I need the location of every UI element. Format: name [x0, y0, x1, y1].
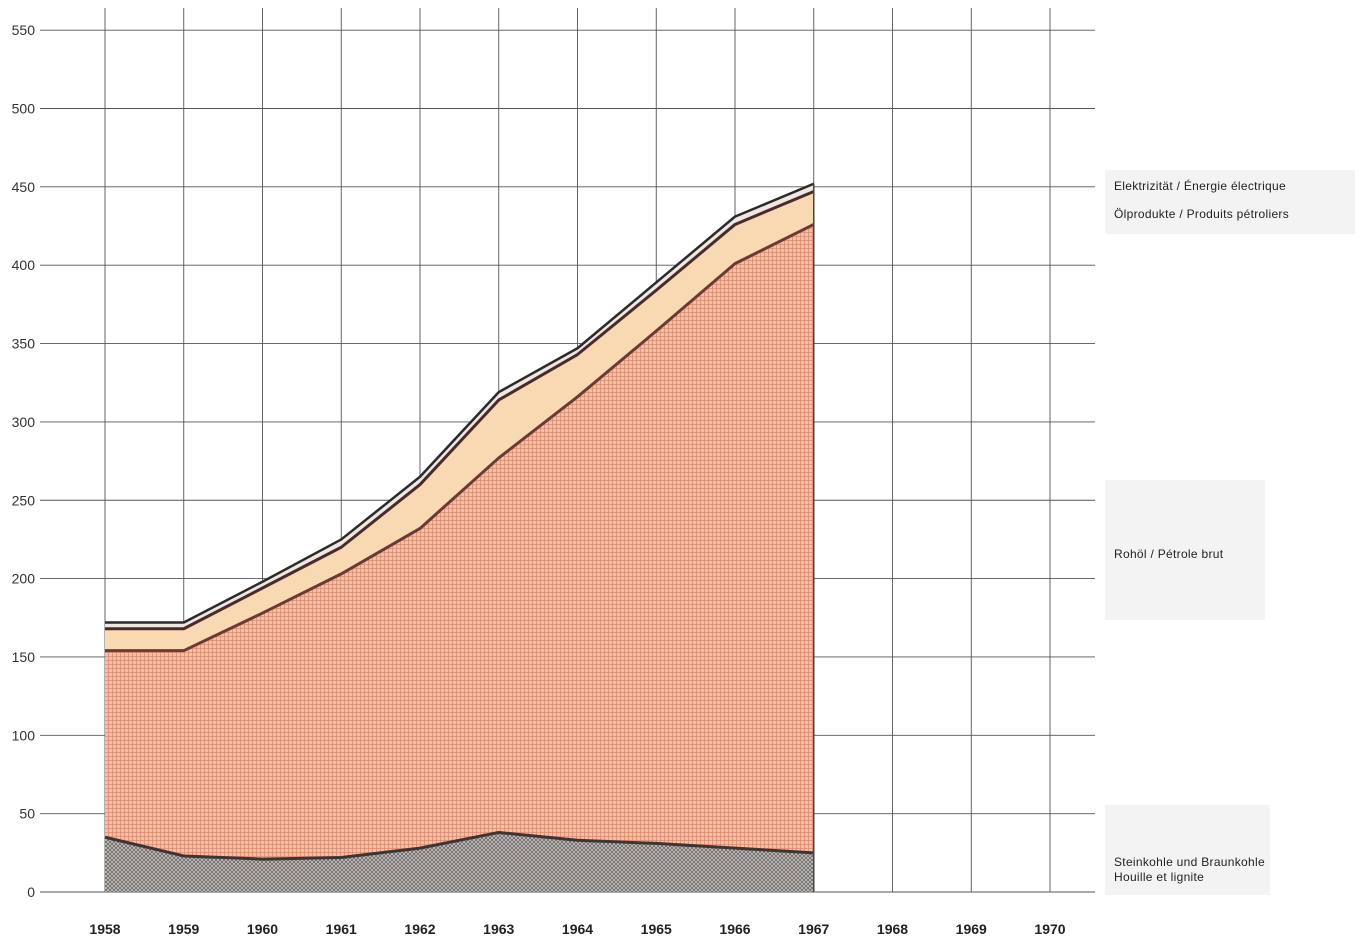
legend-entry-label: Elektrizität / Énergie électrique	[1114, 178, 1286, 193]
legend-background	[1105, 198, 1355, 234]
y-tick-label: 100	[12, 727, 36, 743]
x-tick-label: 1958	[89, 921, 120, 937]
legend-entry-label: Ölprodukte / Produits pétroliers	[1114, 207, 1289, 221]
y-tick-label: 550	[12, 22, 36, 38]
legend-entry-label: Rohöl / Pétrole brut	[1114, 547, 1224, 561]
line-oil-products	[105, 190, 815, 631]
y-tick-label: 0	[27, 884, 35, 900]
x-tick-label: 1959	[168, 921, 199, 937]
area-oil-products	[105, 191, 814, 651]
y-tick-label: 300	[12, 414, 36, 430]
y-tick-label: 200	[12, 571, 36, 587]
area-layers	[105, 183, 814, 892]
x-tick-label: 1969	[956, 921, 987, 937]
x-tick-label: 1960	[247, 921, 278, 937]
legend-entry-label: Houille et lignite	[1114, 870, 1204, 884]
x-tick-label: 1966	[719, 921, 750, 937]
x-tick-label: 1964	[562, 921, 593, 937]
x-tick-label: 1965	[641, 921, 672, 937]
y-tick-label: 450	[12, 179, 36, 195]
series-lines	[104, 182, 815, 892]
y-tick-label: 150	[12, 649, 36, 665]
y-tick-label: 350	[12, 336, 36, 352]
legend: Elektrizität / Énergie électrique Ölprodu…	[1105, 170, 1355, 895]
area-coal	[105, 832, 814, 892]
x-tick-label: 1963	[483, 921, 514, 937]
y-tick-label: 400	[12, 257, 36, 273]
y-tick-label: 50	[19, 806, 35, 822]
x-tick-label: 1970	[1034, 921, 1065, 937]
y-axis-ticks: 0 50 100 150 200 250 300 350 400 450 500 550	[12, 22, 36, 900]
line-coal	[104, 830, 814, 861]
area-crude-oil	[105, 224, 814, 860]
legend-entry-label: Steinkohle und Braunkohle	[1114, 855, 1265, 869]
line-crude-oil	[105, 223, 815, 653]
y-tick-label: 250	[12, 492, 36, 508]
legend-background	[1105, 480, 1265, 620]
y-tick-label: 500	[12, 101, 36, 117]
legend-background	[1105, 805, 1270, 895]
x-tick-label: 1968	[877, 921, 908, 937]
x-tick-label: 1962	[404, 921, 435, 937]
x-axis-ticks: 1958 1959 1960 1961 1962 1963 1964 1965 1966 1967…	[89, 921, 1065, 937]
x-tick-label: 1967	[798, 921, 829, 937]
x-tick-label: 1961	[326, 921, 357, 937]
line-electricity	[105, 182, 815, 624]
legend-background	[1105, 170, 1355, 198]
